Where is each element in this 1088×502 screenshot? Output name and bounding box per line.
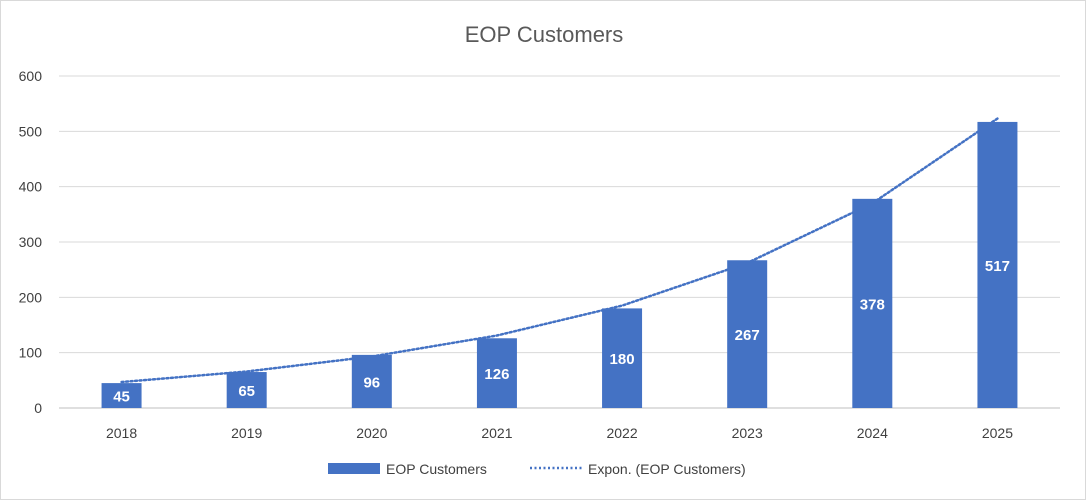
x-tick-label: 2021 (481, 425, 512, 441)
bars (101, 121, 1018, 408)
data-label: 378 (860, 296, 885, 313)
bar-2022 (602, 308, 643, 408)
y-tick-label: 400 (19, 179, 43, 195)
legend: EOP Customers Expon. (EOP Customers) (328, 461, 746, 477)
y-tick-label: 100 (19, 345, 43, 361)
data-label: 180 (610, 351, 635, 368)
bar-2025 (977, 121, 1018, 408)
trendline (120, 117, 999, 384)
x-tick-label: 2022 (606, 425, 637, 441)
bar-2024 (852, 198, 893, 408)
y-tick-label: 600 (19, 68, 43, 84)
bar-2021 (476, 338, 517, 408)
x-tick-label: 2025 (982, 425, 1013, 441)
legend-swatch-bar (328, 463, 380, 474)
legend-label-bar: EOP Customers (386, 461, 487, 477)
data-label: 45 (113, 389, 130, 406)
x-tick-label: 2018 (106, 425, 137, 441)
legend-label-trendline: Expon. (EOP Customers) (588, 461, 746, 477)
chart-title: EOP Customers (465, 22, 624, 47)
y-tick-label: 300 (19, 234, 43, 250)
data-label: 126 (484, 366, 509, 383)
bar-2023 (727, 260, 768, 408)
data-label: 65 (238, 383, 255, 400)
x-tick-label: 2020 (356, 425, 387, 441)
y-tick-label: 500 (19, 123, 43, 139)
bar-2018 (101, 383, 142, 408)
bar-2020 (351, 354, 392, 408)
data-label: 267 (735, 327, 760, 344)
trendline-group (120, 117, 999, 384)
y-axis: 0 100 200 300 400 500 600 (19, 68, 43, 416)
y-tick-label: 200 (19, 289, 43, 305)
data-labels: 45 65 96 126 180 267 378 517 (113, 258, 1010, 406)
bar-2019 (226, 372, 267, 408)
gridlines (59, 75, 1060, 409)
data-label: 96 (363, 374, 380, 391)
x-tick-label: 2019 (231, 425, 262, 441)
y-tick-label: 0 (34, 400, 42, 416)
x-tick-label: 2024 (857, 425, 888, 441)
x-tick-label: 2023 (732, 425, 763, 441)
data-label: 517 (985, 258, 1010, 275)
x-axis: 2018 2019 2020 2021 2022 2023 2024 2025 (106, 425, 1013, 441)
